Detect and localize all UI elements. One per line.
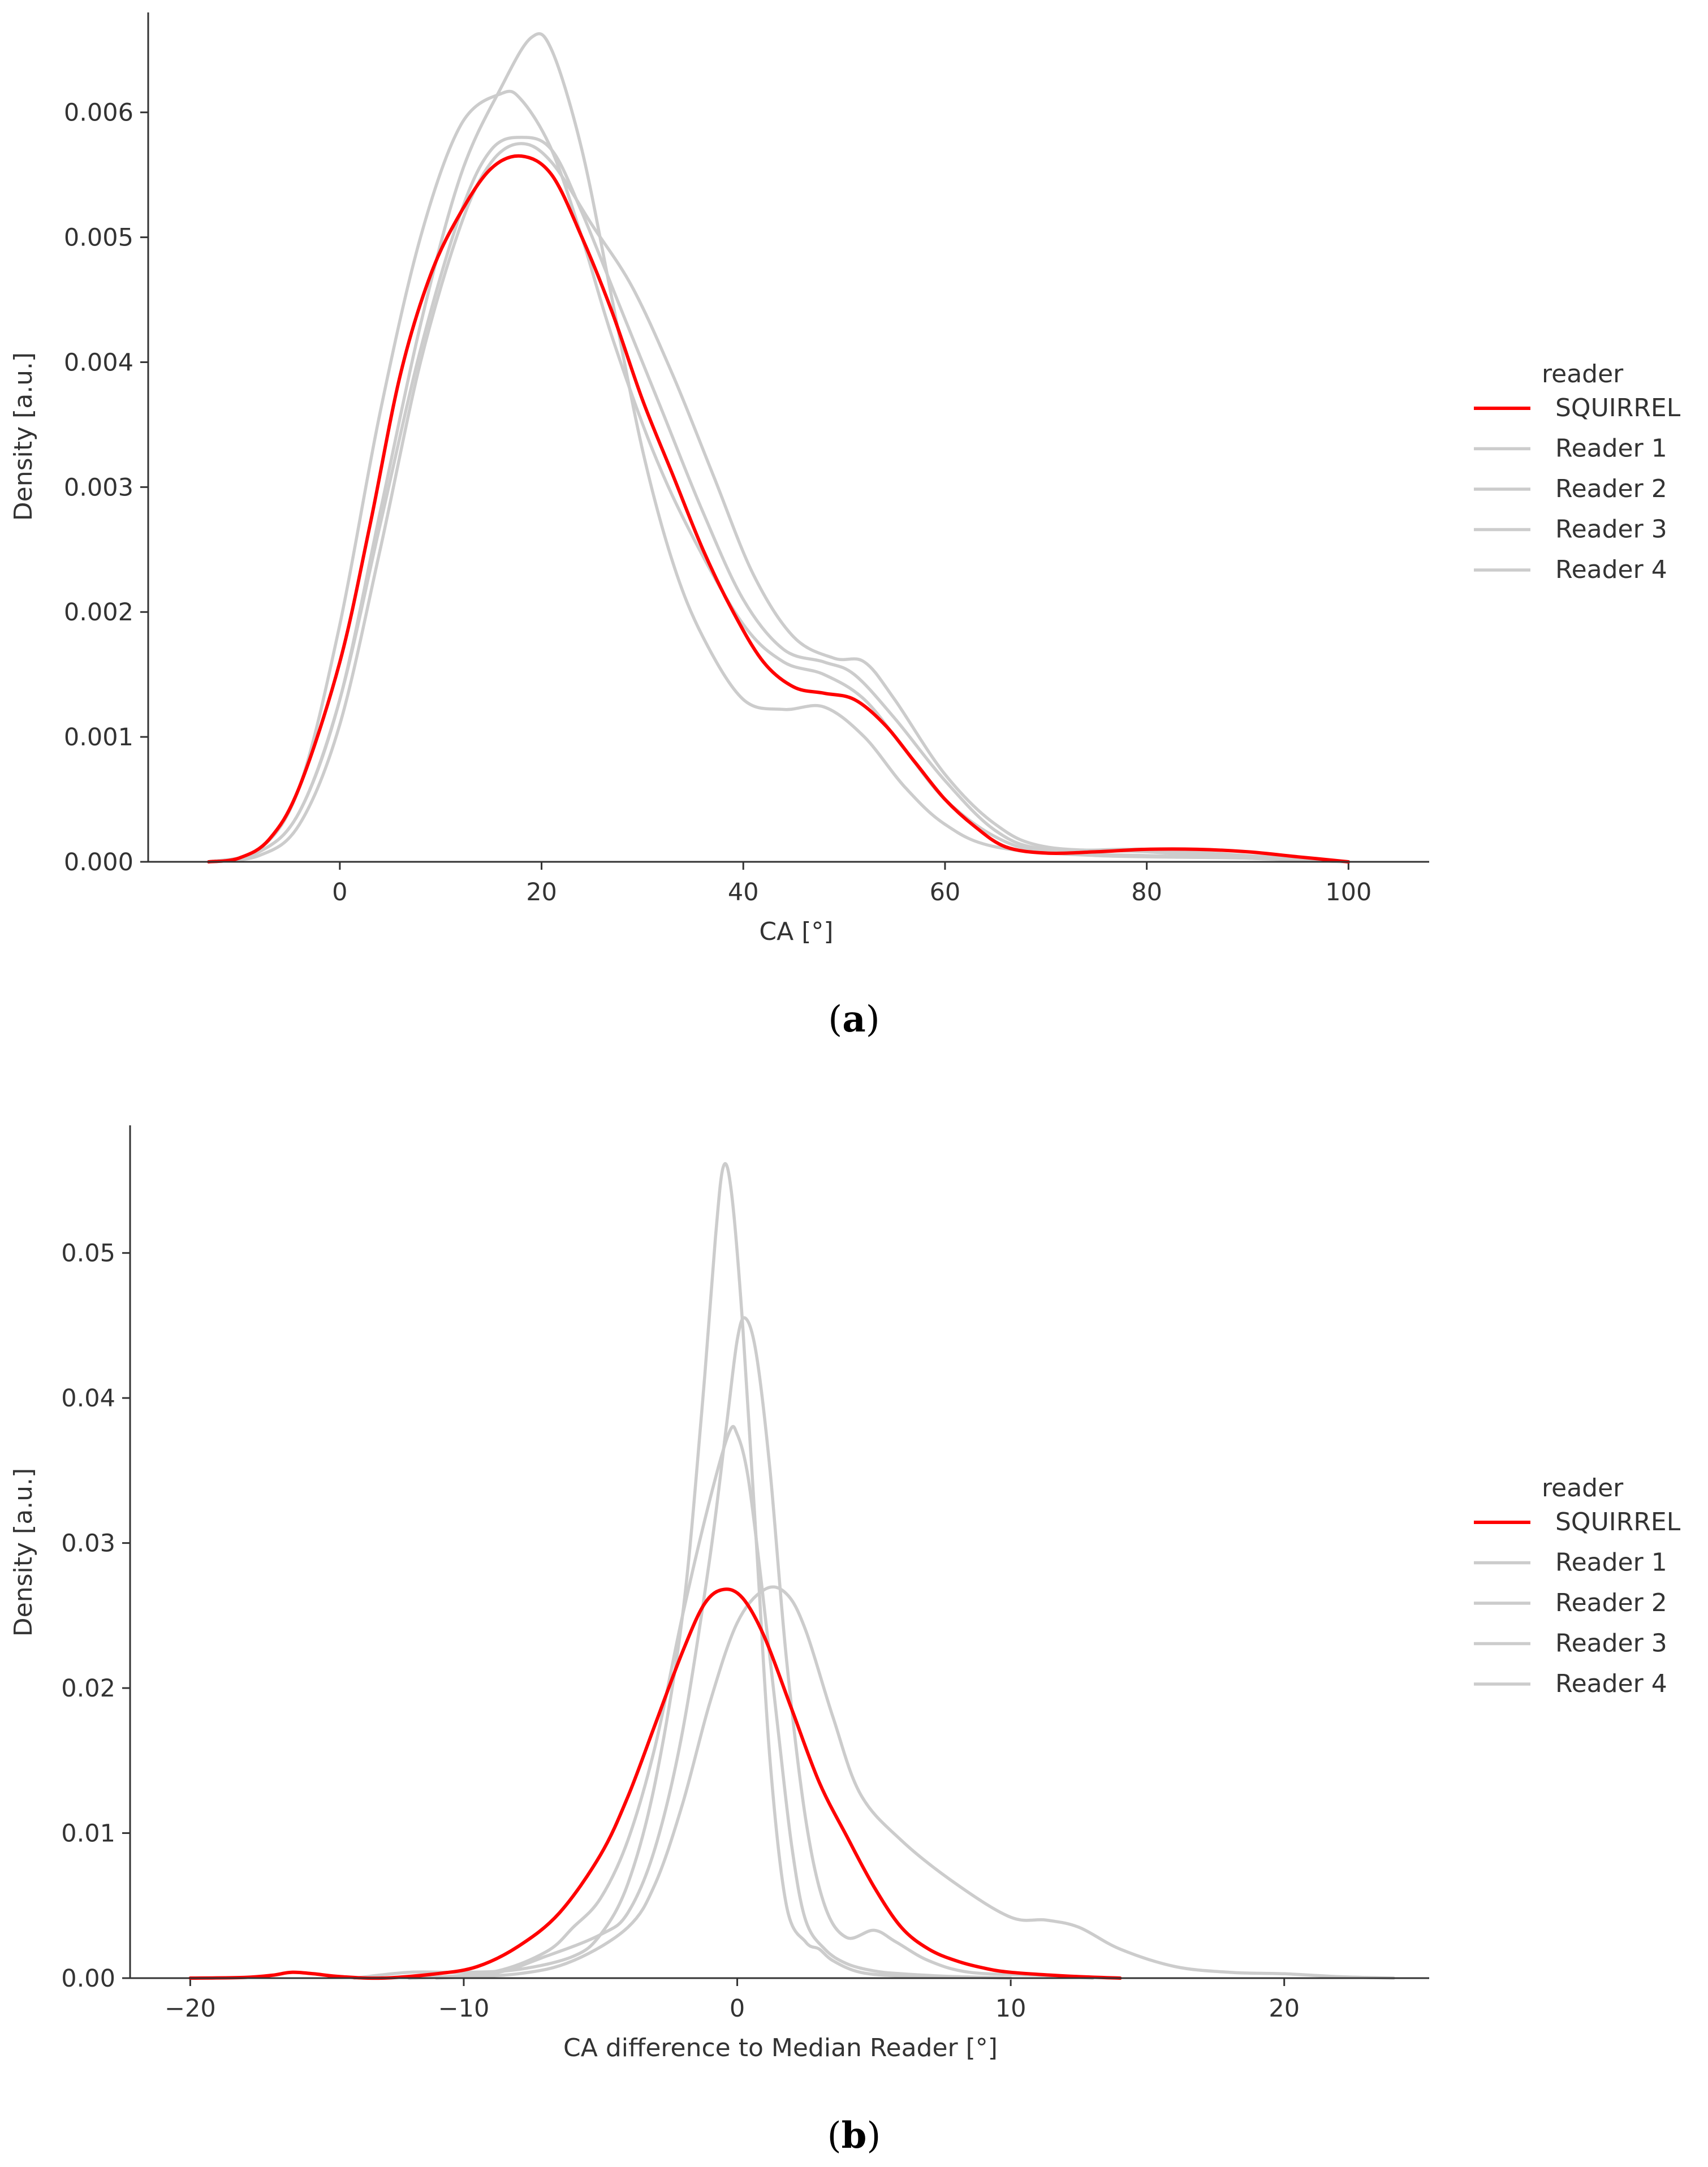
panel-a-legend-label-squirrel: SQUIRREL [1555, 394, 1681, 422]
panel-b-y-axis-label: Density [a.u.] [9, 1468, 38, 1637]
panel-b-series-reader-2 [407, 1316, 1094, 1980]
panel-a-x-tick-label: 60 [930, 878, 961, 906]
panel-b-y-ticks: 0.00 0.01 0.02 0.03 0.04 0.05 [61, 1240, 130, 1993]
panel-a-y-tick-label: 0.001 [64, 723, 133, 752]
panel-a-series-squirrel [207, 154, 1351, 864]
panel-b-y-tick-label: 0.02 [61, 1674, 115, 1703]
panel-b-y-tick-label: 0.04 [61, 1384, 115, 1413]
panel-b-series-reader-1 [352, 1162, 1012, 1980]
panel-a-y-tick-label: 0.002 [64, 598, 133, 627]
panel-b-series-reader-3 [407, 1424, 1012, 1980]
panel-a-y-tick-label: 0.006 [64, 99, 133, 127]
panel-a-y-tick-label: 0.004 [64, 348, 133, 377]
panel-a-series-reader-3 [207, 142, 1351, 864]
panel-b-caption-letter: b [842, 2114, 867, 2157]
panel-a-legend: reader SQUIRREL Reader 1 Reader 2 Reader 3 R… [1474, 360, 1681, 584]
panel-a-y-tick-label: 0.003 [64, 473, 133, 502]
panel-a-caption-close: ) [866, 999, 880, 1041]
panel-a-series-reader-4 [207, 89, 1351, 864]
panel-a-caption-open: ( [828, 999, 842, 1041]
panel-b-legend-label-reader-1: Reader 1 [1555, 1548, 1667, 1577]
panel-b-y-tick-label: 0.01 [61, 1820, 115, 1848]
panel-a-legend-label-reader-1: Reader 1 [1555, 434, 1667, 463]
panel-b-x-tick-label: 10 [995, 1995, 1026, 2023]
panel-b-series-reader-4 [434, 1585, 1395, 1980]
panel-a-caption-letter: a [842, 998, 865, 1041]
panel-b-y-tick-label: 0.00 [61, 1965, 115, 1993]
panel-b-legend-items: SQUIRREL Reader 1 Reader 2 Reader 3 Reader 4 [1474, 1508, 1681, 1698]
panel-a-caption: (a) [828, 998, 879, 1041]
panel-a-x-tick-label: 100 [1325, 878, 1371, 906]
panel-a-legend-title: reader [1542, 360, 1624, 388]
panel-a-x-tick-label: 0 [332, 878, 347, 906]
panel-b-x-tick-label: 20 [1269, 1995, 1300, 2023]
panel-b-x-ticks: −20 −10 0 10 20 [165, 1978, 1300, 2023]
panel-b-caption-close: ) [866, 2115, 881, 2157]
panel-a-series [207, 32, 1351, 864]
panel-a-x-tick-label: 40 [728, 878, 759, 906]
panel-a-x-axis-label: CA [°] [759, 917, 833, 946]
panel-b-caption: (b) [827, 2114, 881, 2157]
panel-b-legend-label-reader-2: Reader 2 [1555, 1588, 1667, 1617]
panel-a-density-chart: 0.000 0.001 0.002 0.003 0.004 0.005 0.006 0 20 4… [9, 12, 1681, 1041]
panel-b-x-tick-label: −10 [438, 1995, 490, 2023]
panel-a-legend-label-reader-3: Reader 3 [1555, 515, 1667, 544]
panel-a-series-reader-1 [207, 136, 1351, 864]
panel-b-x-axis-label: CA difference to Median Reader [°] [563, 2034, 998, 2062]
panel-b-legend-title: reader [1542, 1474, 1624, 1503]
panel-b-legend-label-reader-3: Reader 3 [1555, 1629, 1667, 1658]
panel-b-density-chart: 0.00 0.01 0.02 0.03 0.04 0.05 −20 −10 0 10 20 CA … [9, 1125, 1681, 2157]
panel-b-legend-label-reader-4: Reader 4 [1555, 1669, 1667, 1698]
panel-a-legend-label-reader-4: Reader 4 [1555, 555, 1667, 584]
panel-a-x-tick-label: 80 [1131, 878, 1162, 906]
panel-a-y-axis-label: Density [a.u.] [9, 352, 38, 521]
panel-b-x-tick-label: 0 [730, 1995, 745, 2023]
panel-b-y-tick-label: 0.05 [61, 1240, 115, 1268]
panel-a-x-tick-label: 20 [526, 878, 557, 906]
panel-a-legend-label-reader-2: Reader 2 [1555, 474, 1667, 503]
panel-a-y-tick-label: 0.000 [64, 848, 133, 877]
panel-a-x-ticks: 0 20 40 60 80 100 [332, 862, 1371, 906]
panel-a-y-ticks: 0.000 0.001 0.002 0.003 0.004 0.005 0.006 [64, 99, 148, 877]
panel-a-y-tick-label: 0.005 [64, 224, 133, 252]
panel-b-legend: reader SQUIRREL Reader 1 Reader 2 Reader 3 R… [1474, 1474, 1681, 1698]
panel-b-legend-label-squirrel: SQUIRREL [1555, 1508, 1681, 1536]
panel-a-legend-items: SQUIRREL Reader 1 Reader 2 Reader 3 Reader 4 [1474, 394, 1681, 584]
panel-b-caption-open: ( [827, 2115, 842, 2157]
panel-b-y-tick-label: 0.03 [61, 1530, 115, 1558]
panel-b-x-tick-label: −20 [165, 1995, 216, 2023]
